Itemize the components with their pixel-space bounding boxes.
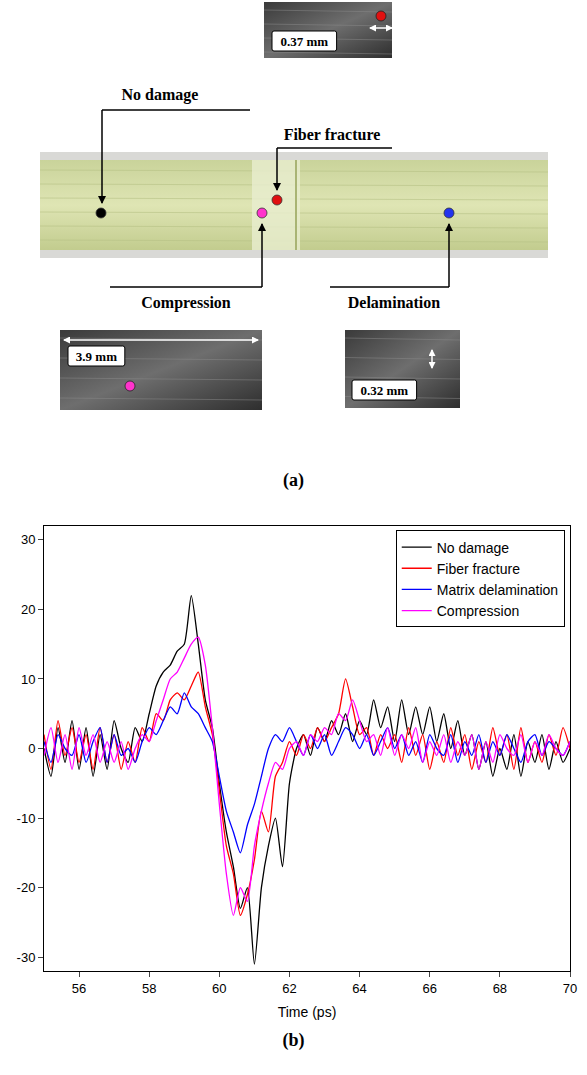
svg-text:58: 58 [142,981,156,996]
svg-text:Fiber fracture: Fiber fracture [437,561,520,577]
svg-text:68: 68 [493,981,507,996]
svg-text:64: 64 [352,981,366,996]
svg-text:Fiber fracture: Fiber fracture [284,126,381,143]
svg-text:Compression: Compression [437,603,519,619]
html-text:(b): (b) [282,1030,305,1050]
svg-text:30: 30 [21,532,35,547]
svg-text:Matrix delamination: Matrix delamination [437,582,558,598]
svg-text:0.37 mm: 0.37 mm [280,34,328,49]
svg-text:3.9 mm: 3.9 mm [76,349,117,364]
svg-text:0: 0 [28,741,35,756]
svg-text:60: 60 [212,981,226,996]
html-text:(a): (a) [283,470,304,490]
svg-text:-30: -30 [17,950,36,965]
svg-text:Delamination: Delamination [348,294,441,311]
svg-text:10: 10 [21,672,35,687]
svg-text:70: 70 [563,981,577,996]
svg-text:No damage: No damage [437,540,510,556]
svg-text:20: 20 [21,602,35,617]
svg-text:-20: -20 [17,880,36,895]
svg-text:66: 66 [422,981,436,996]
svg-text:56: 56 [72,981,86,996]
svg-text:No damage: No damage [122,86,199,104]
svg-text:62: 62 [282,981,296,996]
svg-text:-10: -10 [17,811,36,826]
svg-text:Time (ps): Time (ps) [278,1004,337,1020]
svg-text:0.32 mm: 0.32 mm [360,383,408,398]
svg-text:Compression: Compression [141,294,231,312]
